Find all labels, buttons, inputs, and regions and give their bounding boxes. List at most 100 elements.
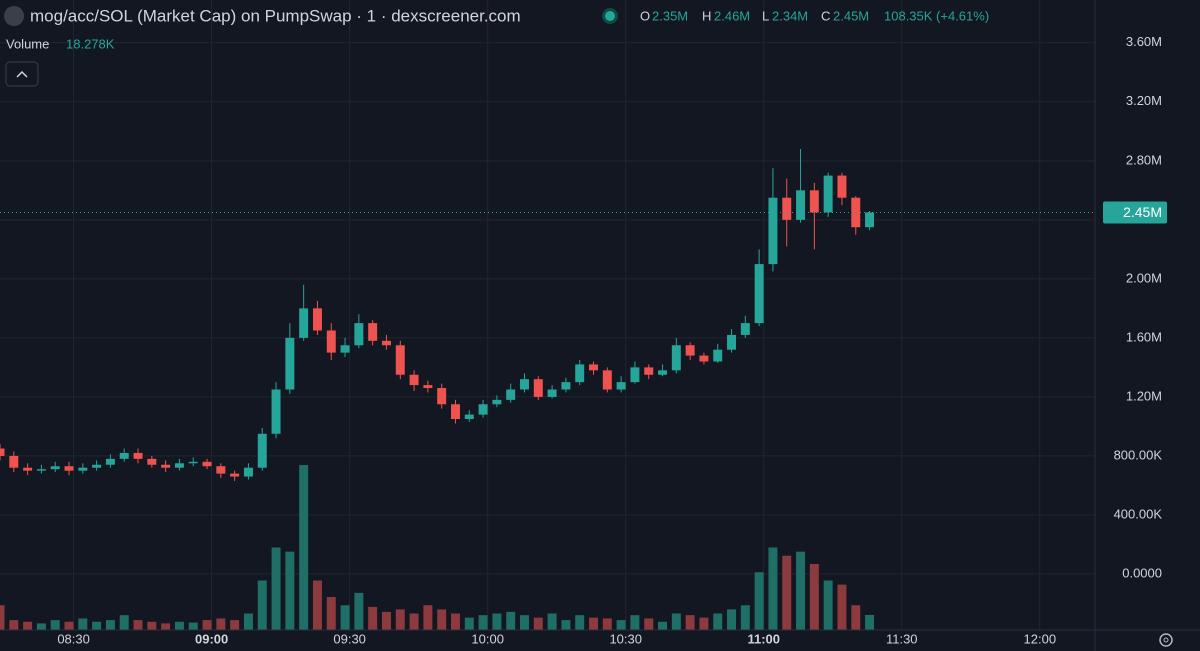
volume-bar bbox=[464, 617, 474, 630]
legend-l: L bbox=[762, 8, 769, 23]
candle-body bbox=[796, 190, 806, 220]
candle-body bbox=[809, 190, 819, 213]
candle-body bbox=[285, 337, 295, 390]
volume-pane bbox=[0, 465, 875, 630]
candle-body bbox=[727, 334, 737, 350]
collapse-button[interactable] bbox=[5, 61, 39, 87]
x-tick-label: 09:30 bbox=[333, 631, 366, 646]
candle-body bbox=[602, 370, 612, 390]
candle-body bbox=[92, 464, 102, 468]
candle-body bbox=[326, 330, 336, 353]
legend-o-value: 2.35M bbox=[652, 8, 688, 23]
volume-bar bbox=[285, 551, 295, 630]
x-tick-label: 11:00 bbox=[747, 631, 780, 646]
candle-body bbox=[589, 364, 598, 371]
candle-body bbox=[188, 461, 198, 464]
candle-body bbox=[105, 458, 115, 465]
x-tick-label: 09:00 bbox=[195, 631, 228, 646]
candle-body bbox=[658, 370, 668, 375]
settings-button[interactable] bbox=[1159, 633, 1173, 647]
y-tick-label: 3.20M bbox=[1126, 93, 1162, 108]
candle-body bbox=[865, 212, 875, 228]
candle-body bbox=[423, 385, 433, 389]
candle-body bbox=[23, 467, 33, 471]
volume-bar bbox=[809, 564, 819, 630]
legend-c-value: 2.45M bbox=[833, 8, 869, 23]
legend-c: C bbox=[821, 8, 830, 23]
volume-bar bbox=[616, 620, 626, 630]
last-price-box bbox=[1103, 201, 1167, 224]
candle-body bbox=[409, 374, 419, 386]
last-price-label: 2.45M bbox=[1123, 204, 1162, 220]
candle-body bbox=[478, 404, 488, 415]
candle-body bbox=[50, 466, 60, 470]
volume-bar bbox=[478, 615, 488, 630]
volume-bar bbox=[23, 621, 33, 630]
candle-body bbox=[644, 367, 654, 375]
x-tick-label: 12:00 bbox=[1024, 631, 1057, 646]
volume-bar bbox=[823, 580, 833, 630]
legend-h: H bbox=[702, 8, 711, 23]
candle-body bbox=[837, 175, 847, 198]
legend-change: 108.35K (+4.61%) bbox=[884, 8, 989, 23]
volume-bar bbox=[188, 622, 198, 630]
candle-body bbox=[133, 452, 143, 459]
volume-bar bbox=[78, 618, 88, 630]
gear-core bbox=[1163, 637, 1169, 643]
volume-bar bbox=[589, 617, 598, 630]
legend-l-value: 2.34M bbox=[772, 8, 808, 23]
volume-value: 18.278K bbox=[66, 36, 115, 51]
volume-bar bbox=[257, 580, 267, 630]
volume-bar bbox=[92, 621, 102, 630]
volume-bar bbox=[0, 605, 5, 630]
volume-bar bbox=[837, 584, 847, 630]
volume-bar bbox=[437, 609, 447, 630]
y-tick-label: 1.20M bbox=[1126, 388, 1162, 403]
volume-bar bbox=[865, 614, 875, 630]
volume-bar bbox=[161, 623, 171, 630]
volume-bar bbox=[602, 618, 612, 630]
volume-bar bbox=[105, 620, 115, 630]
candle-body bbox=[671, 345, 681, 371]
x-tick-label: 08:30 bbox=[57, 631, 90, 646]
candle-body bbox=[147, 458, 157, 465]
candle-body bbox=[450, 404, 460, 420]
candle-body bbox=[368, 323, 378, 341]
candle-body bbox=[520, 379, 529, 390]
candle-body bbox=[243, 467, 253, 477]
volume-bar bbox=[64, 621, 74, 630]
candle-body bbox=[561, 382, 571, 390]
status-dot bbox=[605, 11, 615, 21]
volume-bar bbox=[119, 615, 129, 630]
volume-bar bbox=[768, 547, 778, 630]
x-tick-label: 11:30 bbox=[886, 631, 918, 646]
candle-body bbox=[354, 323, 364, 346]
candle-body bbox=[299, 308, 309, 338]
candle-body bbox=[161, 464, 171, 468]
volume-bar bbox=[423, 605, 433, 630]
volume-bar bbox=[381, 611, 391, 630]
volume-bar bbox=[506, 611, 516, 630]
candle-body bbox=[851, 197, 861, 228]
x-tick-label: 10:30 bbox=[609, 631, 642, 646]
candle-body bbox=[9, 455, 19, 468]
volume-bar bbox=[340, 605, 350, 630]
volume-bar bbox=[133, 620, 143, 630]
y-tick-label: 0.0000 bbox=[1122, 565, 1162, 580]
candle-body bbox=[754, 264, 764, 324]
candle-body bbox=[547, 389, 557, 397]
volume-bar bbox=[520, 615, 529, 630]
volume-bar bbox=[216, 618, 226, 630]
x-tick-label: 10:00 bbox=[471, 631, 504, 646]
candle-body bbox=[699, 355, 709, 362]
volume-bar bbox=[299, 465, 309, 630]
candles bbox=[0, 149, 1095, 481]
button-frame[interactable] bbox=[5, 61, 39, 87]
volume-bar bbox=[243, 613, 253, 630]
gear-icon[interactable] bbox=[1159, 633, 1173, 647]
volume-bar bbox=[230, 620, 240, 630]
volume-bar bbox=[271, 547, 281, 630]
volume-bar bbox=[547, 613, 557, 630]
